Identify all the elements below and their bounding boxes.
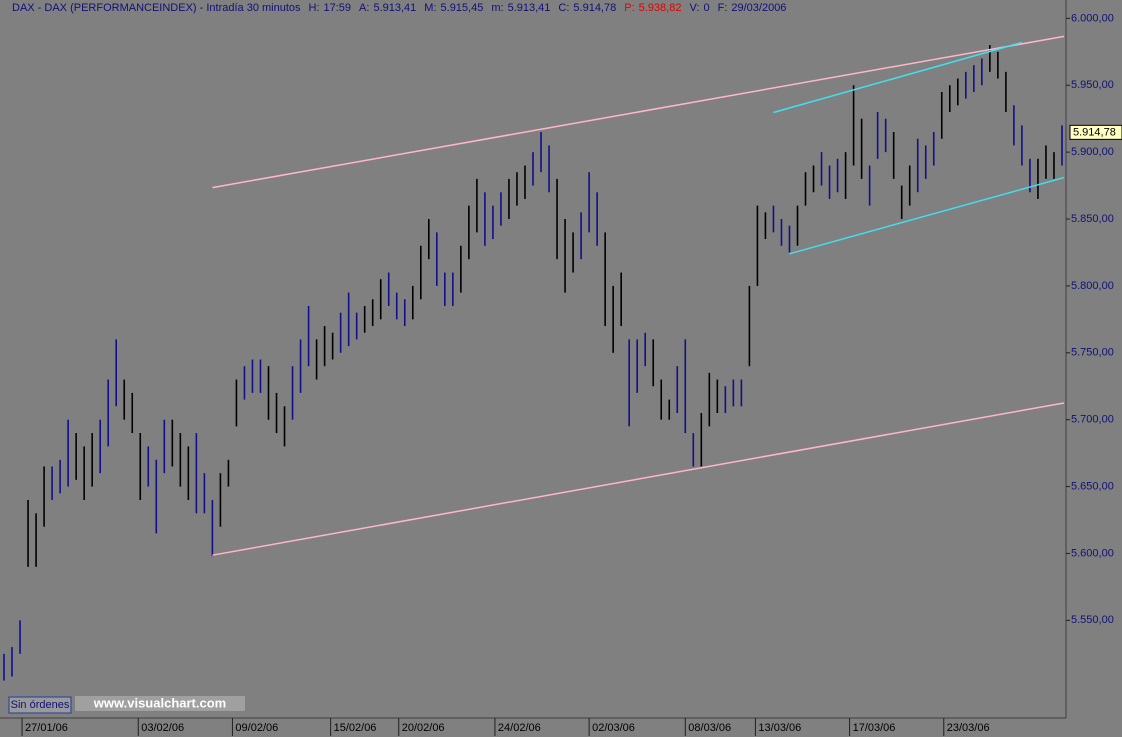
last-price-box <box>1069 124 1122 140</box>
info-label: H: <box>309 2 320 14</box>
info-label: F: <box>718 2 728 14</box>
order-button[interactable] <box>8 696 72 714</box>
x-tick-label: 15/02/06 <box>334 722 377 734</box>
x-tick-label: 20/02/06 <box>402 722 445 734</box>
y-tick-label: 5.650,00 <box>1071 480 1114 492</box>
trendline <box>773 41 1023 114</box>
info-value: 5.914,78 <box>573 2 616 14</box>
info-value: 5.938,82 <box>639 2 682 14</box>
watermark: www.visualchart.com <box>93 695 226 710</box>
y-tick-label: 5.600,00 <box>1071 547 1114 559</box>
y-tick-label: 5.850,00 <box>1071 213 1114 225</box>
y-tick-label: 5.900,00 <box>1071 146 1114 158</box>
trendline <box>212 402 1065 556</box>
info-label: M: <box>424 2 436 14</box>
title: DAX - DAX (PERFORMANCEINDEX) - Intradía … <box>12 2 301 14</box>
info-label: P: <box>624 2 634 14</box>
info-value: 5.915,45 <box>441 2 484 14</box>
info-value: 0 <box>703 2 709 14</box>
info-value: 5.913,41 <box>373 2 416 14</box>
info-value: 17:59 <box>324 2 352 14</box>
info-label: A: <box>359 2 369 14</box>
trendline <box>789 176 1065 255</box>
trendline <box>212 35 1065 189</box>
watermark-bg <box>75 696 245 711</box>
order-button-label[interactable]: Sin órdenes <box>11 699 70 711</box>
info-value: 5.913,41 <box>508 2 551 14</box>
y-tick-label: 5.700,00 <box>1071 414 1114 426</box>
last-price-label: 5.914,78 <box>1073 126 1116 138</box>
x-tick-label: 23/03/06 <box>947 722 990 734</box>
x-tick-label: 17/03/06 <box>853 722 896 734</box>
info-label: V: <box>689 2 699 14</box>
header: DAX - DAX (PERFORMANCEINDEX) - Intradía … <box>12 2 786 14</box>
info-label: m: <box>491 2 503 14</box>
info-label: C: <box>558 2 569 14</box>
x-tick-label: 09/02/06 <box>235 722 278 734</box>
x-tick-label: 13/03/06 <box>758 722 801 734</box>
y-tick-label: 6.000,00 <box>1071 12 1114 24</box>
x-tick-label: 03/02/06 <box>141 722 184 734</box>
info-value: 29/03/2006 <box>731 2 786 14</box>
y-tick-label: 5.550,00 <box>1071 614 1114 626</box>
plot-area <box>3 35 1065 681</box>
x-tick-label: 08/03/06 <box>688 722 731 734</box>
x-tick-label: 02/03/06 <box>592 722 635 734</box>
y-tick-label: 5.750,00 <box>1071 347 1114 359</box>
y-tick-label: 5.800,00 <box>1071 280 1114 292</box>
x-tick-label: 27/01/06 <box>25 722 68 734</box>
x-tick-label: 24/02/06 <box>498 722 541 734</box>
y-tick-label: 5.950,00 <box>1071 79 1114 91</box>
